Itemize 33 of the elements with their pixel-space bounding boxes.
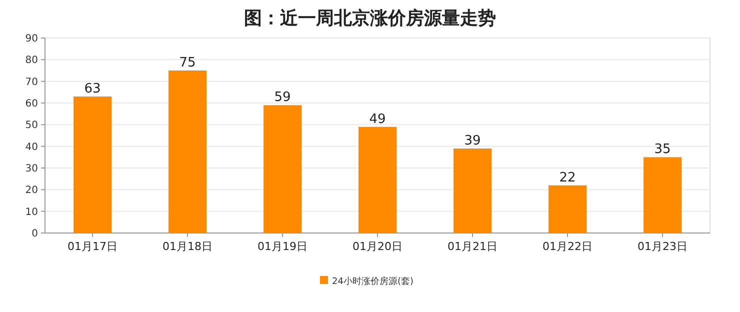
data-label: 63: [84, 82, 101, 96]
x-tick-label: 01月19日: [258, 240, 308, 253]
bar: [454, 148, 492, 233]
bar: [264, 105, 302, 233]
y-tick-label: 80: [25, 55, 38, 66]
y-tick-label: 50: [25, 120, 38, 132]
y-tick-label: 90: [25, 34, 38, 44]
x-tick-label: 01月23日: [638, 240, 688, 253]
y-tick-label: 70: [25, 76, 38, 88]
y-tick-label: 30: [25, 164, 38, 174]
data-label: 49: [369, 112, 386, 127]
data-label: 35: [654, 142, 671, 158]
x-tick-label: 01月21日: [448, 240, 498, 253]
x-tick-label: 01月17日: [68, 240, 118, 253]
x-tick-label: 01月18日: [162, 240, 212, 253]
y-tick-label: 40: [25, 142, 38, 153]
y-tick-label: 10: [25, 206, 38, 218]
y-tick-label: 20: [25, 185, 38, 196]
data-label: 39: [464, 134, 481, 148]
bar: [358, 126, 396, 233]
bar: [168, 70, 206, 233]
x-tick-label: 01月20日: [352, 240, 402, 253]
bar: [74, 96, 112, 233]
data-label: 75: [179, 56, 196, 70]
chart-title: 图：近一周北京涨价房源量走势: [244, 8, 496, 29]
bar: [548, 185, 586, 233]
data-label: 22: [559, 170, 576, 186]
y-tick-label: 60: [25, 98, 38, 110]
data-label: 59: [274, 90, 291, 106]
bar: [644, 157, 682, 233]
legend-label: 24小时涨价房源(套): [332, 276, 414, 287]
y-tick-label: 0: [32, 228, 38, 240]
x-tick-label: 01月22日: [542, 240, 592, 253]
